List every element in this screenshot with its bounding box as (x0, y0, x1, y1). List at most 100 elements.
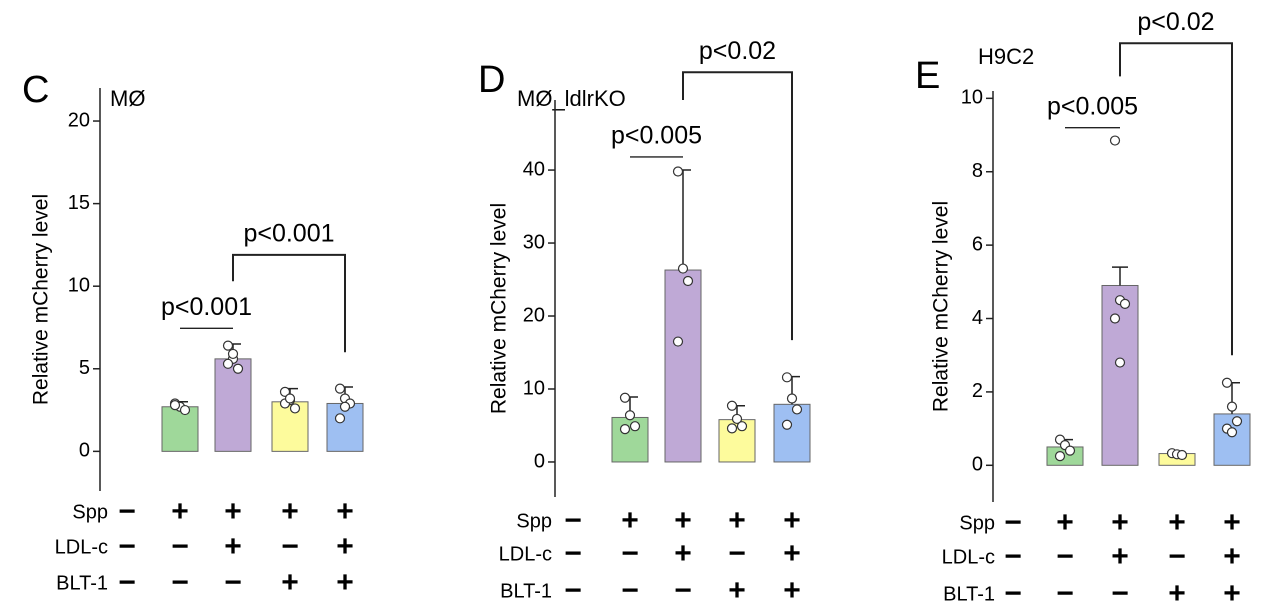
data-point (339, 401, 351, 412)
data-point (334, 383, 346, 394)
panel-label: C (22, 69, 49, 111)
condition-name: LDL-c (499, 543, 552, 565)
bar (773, 403, 811, 463)
y-tick-label: 30 (523, 231, 545, 253)
y-axis-label: Relative mCherry level (930, 201, 953, 412)
data-point (227, 348, 239, 360)
panel-title: MØ_ldlrKO (517, 86, 626, 111)
condition-sign: + (336, 495, 354, 528)
data-point (1176, 449, 1188, 461)
data-point (1109, 313, 1121, 324)
data-point (1119, 298, 1131, 309)
condition-sign: + (281, 566, 299, 599)
y-tick-label: 15 (68, 192, 90, 214)
significance-label: p<0.005 (611, 122, 702, 150)
data-point (677, 263, 689, 274)
data-point (791, 404, 803, 415)
significance-bracket (682, 71, 793, 341)
data-point (1226, 401, 1238, 412)
y-tick-label: 6 (972, 233, 983, 255)
data-point (736, 421, 748, 432)
condition-name: LDL-c (942, 546, 995, 568)
condition-sign: − (224, 566, 242, 599)
condition-sign: + (1223, 506, 1241, 539)
condition-sign: + (281, 495, 299, 528)
data-point (726, 400, 738, 411)
data-point (672, 166, 684, 177)
y-tick-label: 40 (523, 158, 545, 180)
panel-title: H9C2 (978, 44, 1034, 69)
condition-name: Spp (72, 501, 108, 523)
y-axis-label: Relative mCherry level (488, 203, 511, 414)
condition-sign: + (224, 495, 242, 528)
data-point (279, 386, 291, 398)
data-point (624, 410, 636, 421)
significance-label: p<0.02 (1137, 8, 1214, 36)
panel-label: E (915, 55, 940, 97)
condition-sign: − (1056, 540, 1074, 573)
y-axis-label: Relative mCherry level (30, 194, 53, 405)
condition-sign: − (1111, 577, 1129, 610)
bar (214, 358, 252, 452)
significance-label: p<0.005 (1047, 92, 1138, 120)
condition-sign: + (783, 504, 801, 537)
condition-sign: + (621, 504, 639, 537)
condition-sign: + (1223, 577, 1241, 610)
significance-bracket (232, 253, 346, 353)
data-point (232, 363, 244, 374)
data-point (1054, 451, 1066, 462)
y-tick-label: 8 (972, 160, 983, 182)
y-tick-label: 20 (68, 109, 90, 131)
condition-sign: − (1056, 577, 1074, 610)
condition-sign: − (728, 537, 746, 570)
bar (718, 419, 756, 463)
condition-sign: − (171, 530, 189, 563)
data-point (1064, 445, 1076, 456)
condition-sign: − (564, 574, 582, 607)
condition-name: BLT-1 (500, 580, 552, 602)
y-tick-label: 2 (972, 380, 983, 402)
condition-sign: + (783, 537, 801, 570)
data-point (179, 404, 191, 416)
bar (161, 406, 199, 452)
bar (664, 269, 702, 463)
condition-sign: + (674, 537, 692, 570)
data-point (781, 372, 793, 383)
condition-name: Spp (959, 512, 995, 534)
data-point (731, 413, 743, 425)
condition-sign: + (1168, 577, 1186, 610)
condition-sign: − (118, 530, 136, 563)
data-point (619, 392, 631, 403)
y-tick-label: 10 (961, 87, 983, 109)
error-bar (1112, 266, 1128, 286)
condition-sign: − (118, 495, 136, 528)
y-tick-label: 4 (972, 307, 983, 329)
condition-sign: − (281, 530, 299, 563)
error-bar (675, 169, 691, 271)
condition-name: BLT-1 (943, 583, 995, 605)
data-point (1114, 357, 1126, 368)
condition-sign: + (171, 495, 189, 528)
data-point (289, 403, 301, 414)
data-point (169, 400, 181, 411)
condition-sign: − (564, 537, 582, 570)
condition-sign: − (1004, 540, 1022, 573)
data-point (1109, 135, 1121, 146)
y-tick-label: 0 (534, 450, 545, 472)
condition-sign: + (224, 530, 242, 563)
condition-sign: − (118, 566, 136, 599)
data-point (284, 393, 296, 404)
condition-sign: + (1056, 506, 1074, 539)
condition-sign: + (728, 574, 746, 607)
condition-sign: + (1111, 540, 1129, 573)
data-point (222, 340, 234, 351)
panel-title: MØ (110, 86, 145, 111)
data-point (334, 413, 346, 424)
condition-name: LDL-c (55, 536, 108, 558)
panel-label: D (478, 59, 505, 101)
y-tick-label: 10 (68, 274, 90, 296)
y-tick-label: 10 (523, 377, 545, 399)
condition-sign: + (674, 504, 692, 537)
condition-sign: − (564, 504, 582, 537)
